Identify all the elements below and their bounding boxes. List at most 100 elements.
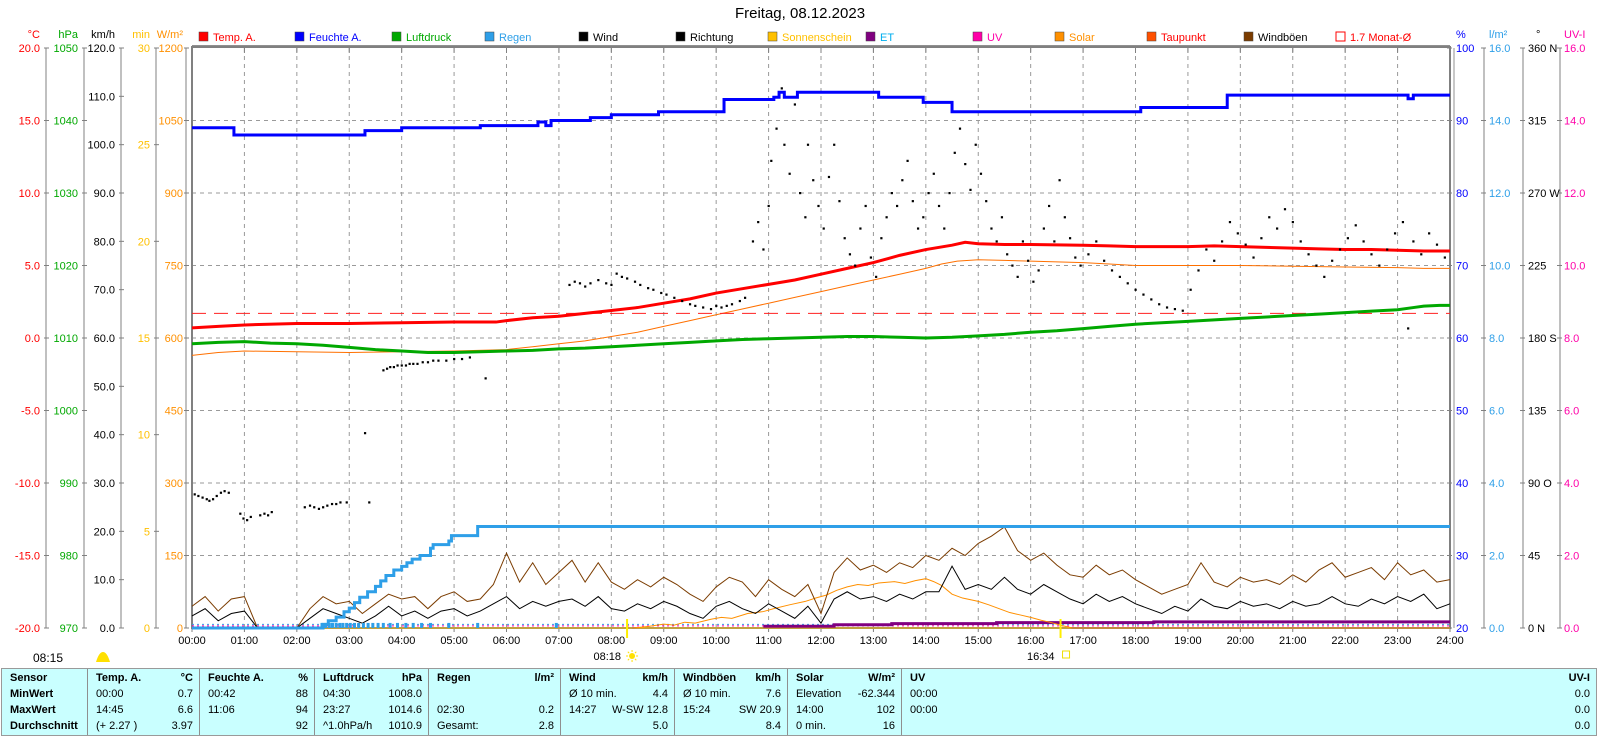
table-cell-label: 15:24 xyxy=(683,704,711,716)
direction-dot xyxy=(1000,216,1004,219)
axis-tick-label: 90 O xyxy=(1528,478,1552,490)
direction-dot xyxy=(799,192,802,195)
table-row: 8.4 xyxy=(683,718,781,734)
table-cell-label: 04:30 xyxy=(323,688,351,700)
axis-tick-label: 16.0 xyxy=(1564,43,1585,55)
table-cell-value: 8.4 xyxy=(765,720,781,732)
rain-rate-bar xyxy=(404,622,408,628)
table-col-title: Regen l/m² xyxy=(437,670,554,686)
direction-dot xyxy=(783,143,786,146)
legend-label: Temp. A. xyxy=(213,32,256,44)
direction-dot xyxy=(1189,288,1192,291)
axis-tick-label: 6.0 xyxy=(1489,406,1504,418)
direction-dot xyxy=(1063,216,1066,219)
direction-dot xyxy=(775,127,778,130)
direction-dot xyxy=(1420,253,1423,256)
axis-tick-label: 0 xyxy=(177,623,183,635)
direction-dot xyxy=(848,253,852,256)
table-col-title: Wind km/h xyxy=(569,670,668,686)
direction-dot xyxy=(738,299,741,303)
direction-dot xyxy=(985,200,988,203)
axis-tick-label: 15.0 xyxy=(19,116,40,128)
x-axis-label: 05:00 xyxy=(440,635,468,647)
table-col-unit: W/m² xyxy=(868,672,895,684)
axis-tick-label: 16.0 xyxy=(1489,43,1510,55)
direction-dot xyxy=(416,362,419,365)
direction-dot xyxy=(1362,240,1365,243)
axis-tick-label: 150 xyxy=(165,551,183,563)
x-axis-label: 09:00 xyxy=(650,635,678,647)
direction-dot xyxy=(382,369,385,372)
direction-dot xyxy=(239,512,242,515)
direction-dot xyxy=(869,256,872,259)
direction-dot xyxy=(681,299,684,303)
table-col-sensor: Sensor MinWert MaxWert Durchschnitt xyxy=(2,669,88,735)
table-col-title: Luftdruck hPa xyxy=(323,670,422,686)
table-row: 02:30 0.2 xyxy=(437,702,554,718)
direction-dot xyxy=(317,507,321,510)
axis-tick-label: 40.0 xyxy=(94,430,115,442)
direction-dot xyxy=(1197,269,1200,272)
direction-dot xyxy=(1087,253,1090,256)
table-row-header: MinWert xyxy=(10,688,54,700)
direction-dot xyxy=(1158,303,1161,306)
table-col-name: Windböen xyxy=(683,672,737,684)
direction-dot xyxy=(817,204,820,208)
direction-dot xyxy=(620,275,624,278)
table-cell-value: 0.0 xyxy=(1574,688,1590,700)
table-cell-value: W-SW 12.8 xyxy=(611,704,668,716)
axis-tick-label: 20.0 xyxy=(94,526,115,538)
axis-tick-label: 90.0 xyxy=(94,188,115,200)
axis-tick-label: 25 xyxy=(138,140,150,152)
x-axis-label: 13:00 xyxy=(860,635,888,647)
direction-dot xyxy=(854,264,857,267)
sun-icon-ray xyxy=(634,651,637,654)
legend-swatch-outline xyxy=(1335,31,1346,42)
x-axis-label: 01:00 xyxy=(231,635,259,647)
table-cell-value: 16 xyxy=(882,720,895,732)
table-col-3: Luftdruck hPa 04:30 1008.0 23:27 1014.6 ^1.0hP… xyxy=(315,669,429,735)
direction-dot xyxy=(400,364,403,367)
direction-dot xyxy=(368,501,371,504)
axis-tick-label: 30 xyxy=(138,43,150,55)
direction-dot xyxy=(205,498,208,501)
direction-dot xyxy=(1331,259,1334,262)
direction-dot xyxy=(833,143,836,146)
table-col-name: Solar xyxy=(796,672,824,684)
direction-dot xyxy=(1268,216,1271,219)
direction-dot xyxy=(335,502,338,506)
axis-tick-label: 20 xyxy=(138,236,150,248)
direction-dot xyxy=(267,514,270,517)
x-axis-label: 08:00 xyxy=(598,635,626,647)
axis-tick-label: 750 xyxy=(165,261,183,273)
direction-dot xyxy=(720,306,723,309)
direction-dot xyxy=(890,192,893,195)
direction-dot xyxy=(995,240,998,243)
x-axis-label: 04:00 xyxy=(388,635,416,647)
rain-rate-bar xyxy=(476,622,480,628)
table-cell-label: Elevation xyxy=(796,688,842,700)
sun-icon-ray xyxy=(634,658,637,661)
axis-tick-label: 180 S xyxy=(1528,333,1557,345)
legend-label: Richtung xyxy=(690,32,733,44)
rain-rate-bar xyxy=(395,622,399,628)
direction-dot xyxy=(404,364,408,367)
table-col-6: Windböen km/h Ø 10 min. 7.6 15:24 SW 20.9 8.4 xyxy=(675,669,788,735)
axis-tick-label: 0.0 xyxy=(100,623,115,635)
direction-dot xyxy=(468,356,472,359)
table-cell-label: Gesamt: xyxy=(437,720,479,732)
direction-dot xyxy=(1338,248,1342,251)
direction-dot xyxy=(345,501,348,504)
table-cell-value: 1014.6 xyxy=(388,704,422,716)
direction-dot xyxy=(1435,243,1439,246)
direction-dot xyxy=(665,293,668,296)
table-col-7: Solar W/m² Elevation -62.344 14:00 102 0 min. 1… xyxy=(788,669,902,735)
direction-dot xyxy=(793,103,796,106)
axis-unit: km/h xyxy=(91,29,115,41)
direction-dot xyxy=(615,272,618,275)
axis-tick-label: 30 xyxy=(1456,551,1468,563)
direction-dot xyxy=(385,367,389,370)
direction-dot xyxy=(1181,309,1184,312)
legend-swatch xyxy=(484,31,495,42)
direction-dot xyxy=(948,192,951,195)
